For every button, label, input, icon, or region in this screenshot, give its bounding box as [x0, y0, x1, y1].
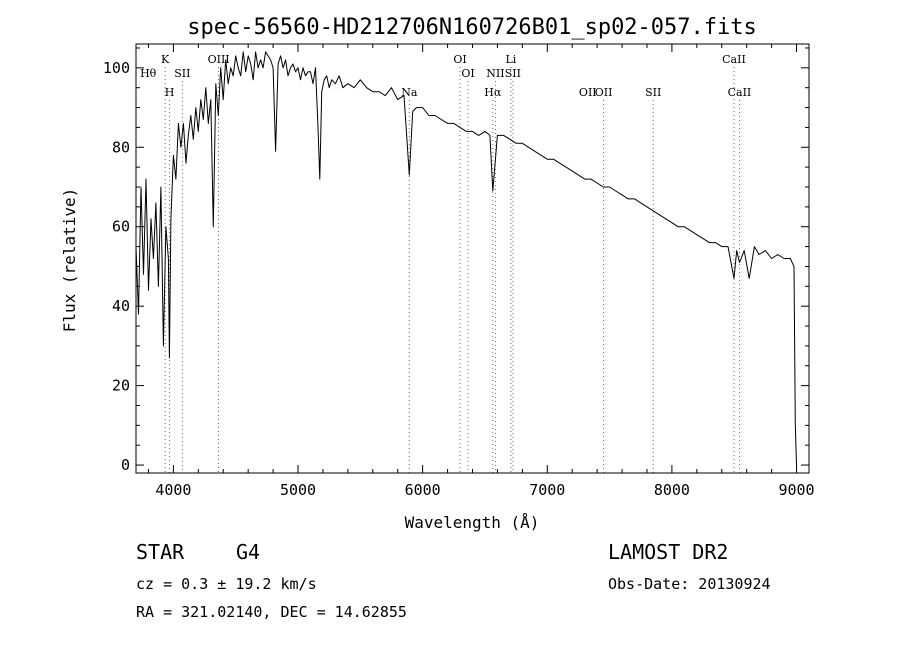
coordinates-readout: RA = 321.02140, DEC = 14.62855 — [136, 603, 407, 621]
redshift-readout: cz = 0.3 ± 19.2 km/s — [136, 575, 317, 593]
y-tick-label-60: 60 — [112, 218, 130, 236]
line-label-14: SII — [645, 86, 661, 99]
line-label-0: Hθ — [140, 67, 157, 80]
y-tick-label-40: 40 — [112, 297, 130, 315]
survey-name: LAMOST DR2 — [608, 540, 729, 564]
line-label-3: SII — [174, 67, 190, 80]
line-label-4: OIII — [208, 53, 230, 66]
plot-area: 4000 5000 6000 7000 8000 9000 0 20 40 60 80 100 Hθ K H… — [103, 43, 815, 499]
line-label-12: OII — [579, 86, 597, 99]
observation-date: Obs-Date: 20130924 — [608, 575, 771, 593]
line-label-2: H — [165, 86, 175, 99]
line-label-11: SII — [505, 67, 521, 80]
y-tick-label-80: 80 — [112, 138, 130, 156]
x-tick-label-5000: 5000 — [280, 481, 316, 499]
line-label-1: K — [161, 53, 170, 66]
x-tick-label-8000: 8000 — [654, 481, 690, 499]
x-tick-label-6000: 6000 — [405, 481, 441, 499]
x-axis-label: Wavelength (Å) — [405, 513, 540, 532]
plot-frame — [135, 43, 810, 474]
line-label-9: Hα — [484, 86, 502, 99]
spectrum-chart: spec-56560-HD212706N160726B01_sp02-057.f… — [60, 15, 815, 532]
line-label-10: NII — [486, 67, 504, 80]
line-label-8: Li — [505, 53, 516, 66]
line-label-16: CaII — [728, 86, 752, 99]
spectral-subclass: G4 — [236, 540, 261, 564]
line-label-6: OI — [453, 53, 466, 66]
line-label-5: Na — [401, 86, 418, 99]
x-tick-label-9000: 9000 — [778, 481, 814, 499]
y-tick-label-100: 100 — [103, 59, 130, 77]
y-axis-label: Flux (relative) — [60, 188, 79, 333]
line-label-7: OI — [461, 67, 474, 80]
x-tick-label-4000: 4000 — [155, 481, 191, 499]
x-tick-label-7000: 7000 — [529, 481, 565, 499]
object-type: STAR — [136, 540, 185, 564]
spectrum-series-line — [135, 51, 797, 466]
line-label-13: OII — [595, 86, 613, 99]
chart-title: spec-56560-HD212706N160726B01_sp02-057.f… — [187, 15, 757, 40]
line-label-15: CaII — [722, 53, 746, 66]
y-tick-label-0: 0 — [121, 456, 130, 474]
y-tick-label-20: 20 — [112, 377, 130, 395]
